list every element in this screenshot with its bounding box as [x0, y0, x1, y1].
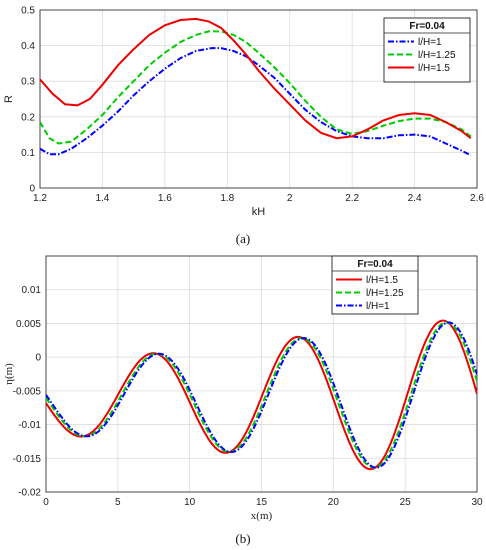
chart-a: 1.2 1.4 1.6 1.8 2 2.2 2.4 2.6 0 0.1 0.2 0.3 0.4 0.5 kH…: [3, 6, 484, 219]
legend-label-1: l/H=1.25: [366, 288, 404, 299]
y-tick-label: 0: [29, 184, 35, 195]
y-tick-label: -0.02: [18, 488, 41, 499]
legend-title: Fr=0.04: [357, 259, 393, 270]
chart-b: 0 5 10 15 20 25 30 -0.02 -0.015 -0.01 -0.005 0 0.005…: [3, 255, 483, 522]
x-tick-label: 1.6: [158, 193, 172, 204]
series-line-2: [40, 17, 472, 140]
x-tick-label: 2: [287, 193, 293, 204]
x-axis-label: x(m): [251, 510, 273, 522]
y-axis-label: η(m): [3, 363, 15, 385]
x-tick-label: 20: [328, 497, 340, 508]
x-tick-label: 30: [471, 497, 483, 508]
legend-label-0: l/H=1: [418, 37, 442, 48]
y-tick-label: 0.005: [16, 319, 41, 330]
y-axis-label: R: [3, 95, 15, 103]
x-tick-label: 0: [43, 497, 49, 508]
legend-label-2: l/H=1: [366, 301, 390, 312]
y-tick-label: 0: [35, 353, 41, 364]
y-tick-label: -0.015: [13, 454, 42, 465]
series-line-1: [46, 321, 477, 469]
legend-box: [383, 17, 471, 83]
y-tick-label: -0.01: [18, 420, 41, 431]
legend-box: [331, 255, 419, 315]
caption-b: (b): [235, 531, 250, 546]
legend-label-1: l/H=1.25: [418, 50, 456, 61]
plot-frame: [39, 9, 478, 189]
legend-title: Fr=0.04: [409, 21, 445, 32]
x-tick-label: 1.4: [95, 193, 109, 204]
series-line-2: [46, 321, 477, 469]
x-tick-label: 25: [400, 497, 412, 508]
x-tick-label: 10: [184, 497, 196, 508]
legend-label-0: l/H=1.5: [366, 275, 398, 286]
x-tick-label: 1.2: [33, 193, 47, 204]
y-tick-label: 0.1: [21, 148, 35, 159]
x-tick-label: 2.2: [345, 193, 359, 204]
series-line-0: [46, 319, 477, 471]
caption-a: (a): [236, 231, 250, 246]
x-tick-label: 2.6: [470, 193, 484, 204]
y-tick-label: 0.01: [22, 285, 42, 296]
legend-label-2: l/H=1.5: [418, 63, 450, 74]
x-tick-label: 1.8: [220, 193, 234, 204]
x-tick-label: 5: [115, 497, 121, 508]
y-tick-label: 0.4: [21, 41, 35, 52]
series-line-0: [40, 47, 472, 157]
series-line-1: [40, 30, 472, 145]
y-tick-label: 0.5: [21, 6, 35, 17]
x-tick-label: 2.4: [408, 193, 422, 204]
y-tick-label: -0.005: [13, 386, 42, 397]
y-tick-label: 0.3: [21, 77, 35, 88]
x-tick-label: 15: [256, 497, 268, 508]
x-axis-label: kH: [252, 206, 266, 218]
y-tick-label: 0.2: [21, 112, 35, 123]
